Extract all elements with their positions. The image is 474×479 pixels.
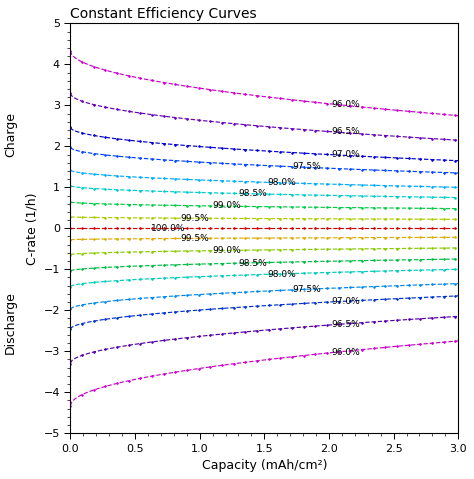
Text: 99.0%: 99.0% (213, 246, 241, 255)
Text: Charge: Charge (4, 112, 17, 157)
Text: Discharge: Discharge (4, 291, 17, 354)
Text: 96.0%: 96.0% (331, 100, 360, 109)
Text: 96.5%: 96.5% (331, 127, 360, 137)
Text: 96.5%: 96.5% (331, 320, 360, 329)
Text: C-rate (1/h): C-rate (1/h) (25, 192, 38, 264)
Text: 98.0%: 98.0% (267, 270, 296, 279)
Text: 99.5%: 99.5% (180, 234, 209, 243)
Text: 97.5%: 97.5% (293, 162, 321, 171)
Text: 100.0%: 100.0% (151, 224, 185, 233)
Text: 98.5%: 98.5% (238, 259, 267, 268)
Text: 97.0%: 97.0% (331, 297, 360, 307)
Text: 98.5%: 98.5% (238, 189, 267, 198)
Text: 98.0%: 98.0% (267, 178, 296, 187)
Text: 99.5%: 99.5% (180, 214, 209, 223)
Text: 97.5%: 97.5% (293, 285, 321, 294)
Text: Constant Efficiency Curves: Constant Efficiency Curves (70, 7, 257, 21)
Text: 99.0%: 99.0% (213, 202, 241, 210)
Text: 97.0%: 97.0% (331, 150, 360, 159)
X-axis label: Capacity (mAh/cm²): Capacity (mAh/cm²) (201, 459, 327, 472)
Text: 96.0%: 96.0% (331, 348, 360, 357)
